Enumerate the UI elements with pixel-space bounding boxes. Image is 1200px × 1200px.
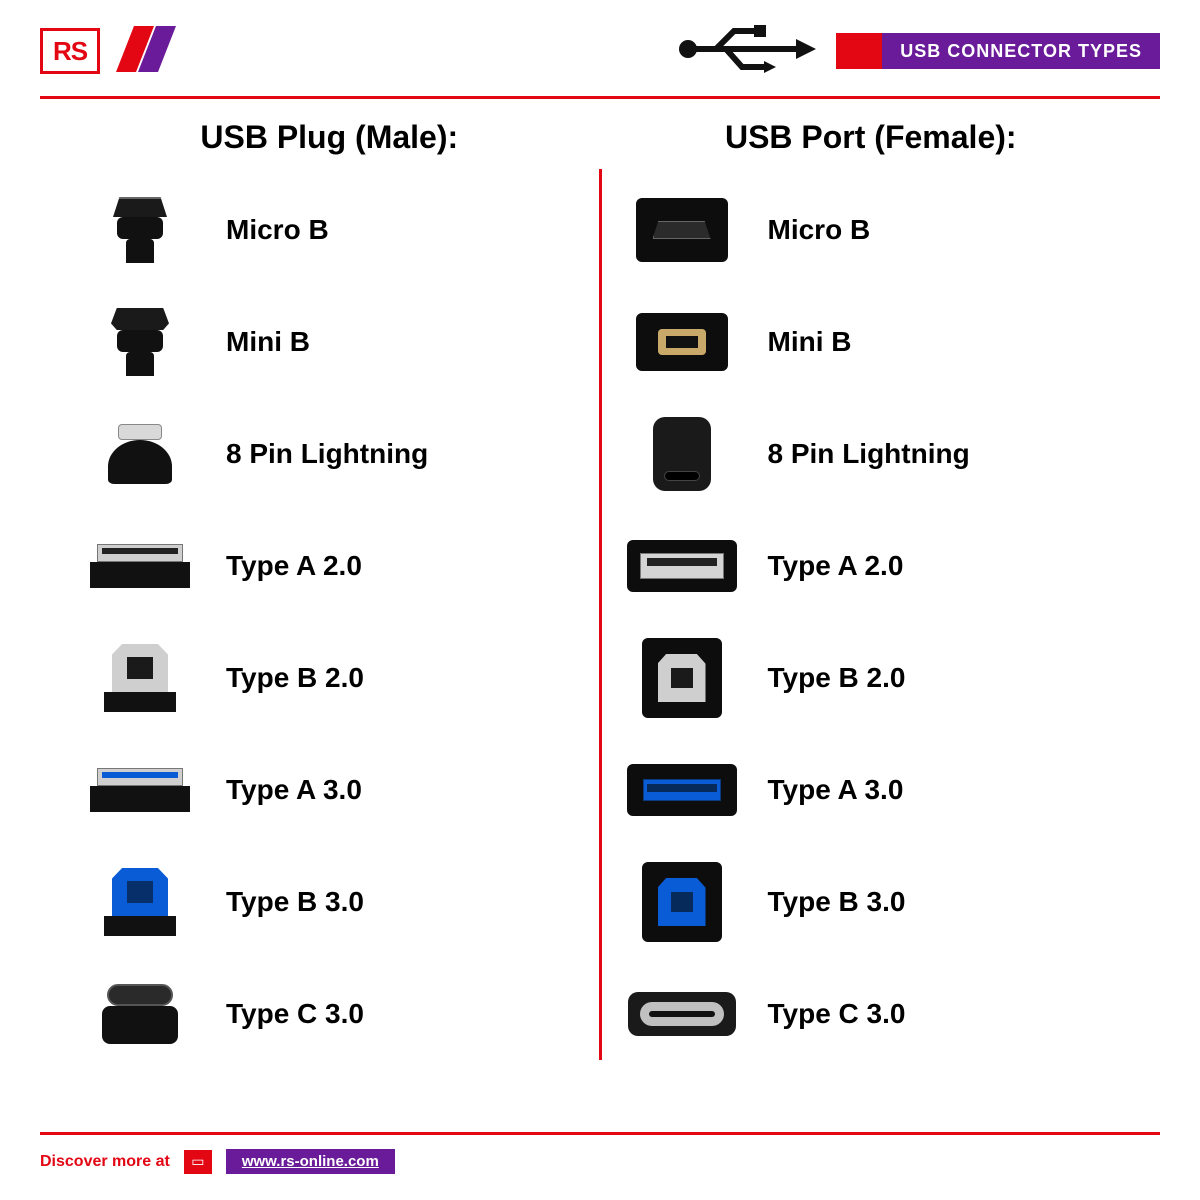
plug-label: Micro B (226, 214, 329, 246)
title-banner: USB CONNECTOR TYPES (836, 33, 1160, 69)
bottom-divider (40, 1132, 1160, 1135)
plug-micro-b-icon (80, 197, 200, 263)
banner-title: USB CONNECTOR TYPES (882, 33, 1160, 69)
plug-label: Type C 3.0 (226, 998, 364, 1030)
port-row-type-a-2: Type A 2.0 (622, 510, 1121, 622)
port-label: Micro B (768, 214, 871, 246)
port-label: Type B 3.0 (768, 886, 906, 918)
plug-type-a-2-icon (80, 544, 200, 588)
port-column-title: USB Port (Female): (622, 119, 1121, 156)
plug-label: Type B 2.0 (226, 662, 364, 694)
port-row-lightning: 8 Pin Lightning (622, 398, 1121, 510)
plug-row-lightning: 8 Pin Lightning (80, 398, 579, 510)
content: USB Plug (Male): Micro B Mini B 8 Pin Li… (0, 99, 1200, 1080)
plug-row-type-b-3: Type B 3.0 (80, 846, 579, 958)
plug-label: Type B 3.0 (226, 886, 364, 918)
plug-column-title: USB Plug (Male): (80, 119, 579, 156)
plug-label: Type A 2.0 (226, 550, 362, 582)
plug-row-type-a-3: Type A 3.0 (80, 734, 579, 846)
port-row-mini-b: Mini B (622, 286, 1121, 398)
port-label: 8 Pin Lightning (768, 438, 970, 470)
website-link[interactable]: www.rs-online.com (226, 1149, 395, 1174)
monitor-icon: ▭ (184, 1150, 212, 1174)
port-micro-b-icon (622, 198, 742, 262)
port-label: Type A 2.0 (768, 550, 904, 582)
plug-lightning-icon (80, 424, 200, 484)
plug-column: USB Plug (Male): Micro B Mini B 8 Pin Li… (60, 119, 599, 1070)
plug-type-b-3-icon (80, 868, 200, 936)
port-mini-b-icon (622, 313, 742, 371)
port-lightning-icon (622, 417, 742, 491)
header: RS USB CONNECTOR TYPES (0, 0, 1200, 90)
port-label: Type C 3.0 (768, 998, 906, 1030)
usb-trident-icon (676, 21, 826, 82)
plug-type-c-3-icon (80, 984, 200, 1044)
port-label: Type A 3.0 (768, 774, 904, 806)
plug-row-type-b-2: Type B 2.0 (80, 622, 579, 734)
plug-label: 8 Pin Lightning (226, 438, 428, 470)
plug-row-mini-b: Mini B (80, 286, 579, 398)
plug-type-b-2-icon (80, 644, 200, 712)
port-type-a-2-icon (622, 540, 742, 592)
port-row-type-c-3: Type C 3.0 (622, 958, 1121, 1070)
port-label: Mini B (768, 326, 852, 358)
plug-row-micro-b: Micro B (80, 174, 579, 286)
port-column: USB Port (Female): Micro B Mini B 8 Pin … (602, 119, 1141, 1070)
port-row-type-b-3: Type B 3.0 (622, 846, 1121, 958)
port-row-type-a-3: Type A 3.0 (622, 734, 1121, 846)
port-row-type-b-2: Type B 2.0 (622, 622, 1121, 734)
port-type-b-2-icon (622, 638, 742, 718)
port-label: Type B 2.0 (768, 662, 906, 694)
plug-row-type-a-2: Type A 2.0 (80, 510, 579, 622)
plug-mini-b-icon (80, 308, 200, 376)
plug-type-a-3-icon (80, 768, 200, 812)
port-type-b-3-icon (622, 862, 742, 942)
plug-row-type-c-3: Type C 3.0 (80, 958, 579, 1070)
brand-slash-icon (116, 26, 176, 77)
port-type-a-3-icon (622, 764, 742, 816)
port-type-c-3-icon (622, 992, 742, 1036)
discover-text: Discover more at (40, 1153, 170, 1171)
footer: Discover more at ▭ www.rs-online.com (0, 1132, 1200, 1174)
plug-label: Type A 3.0 (226, 774, 362, 806)
rs-logo: RS (40, 28, 100, 74)
plug-label: Mini B (226, 326, 310, 358)
port-row-micro-b: Micro B (622, 174, 1121, 286)
